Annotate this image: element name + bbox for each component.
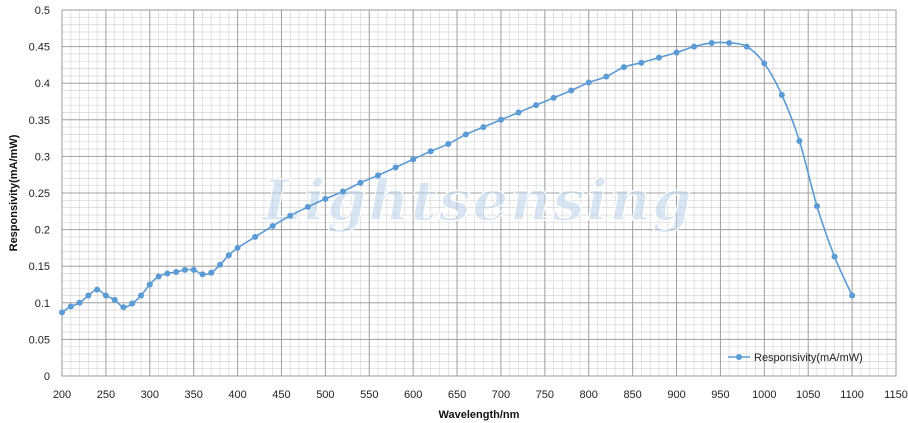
data-point xyxy=(726,39,733,46)
data-point xyxy=(111,296,118,303)
x-tick-label: 200 xyxy=(53,389,71,401)
data-point xyxy=(217,261,224,268)
data-point xyxy=(252,233,259,240)
x-tick-label: 1150 xyxy=(884,389,908,401)
data-point xyxy=(761,60,768,67)
data-point xyxy=(287,212,294,219)
data-point xyxy=(533,102,540,109)
data-point xyxy=(673,49,680,56)
y-tick-label: 0.1 xyxy=(35,298,50,310)
y-tick-label: 0.3 xyxy=(35,151,50,163)
data-point xyxy=(427,148,434,155)
y-tick-label: 0.15 xyxy=(29,261,50,273)
x-tick-label: 350 xyxy=(185,389,203,401)
data-point xyxy=(138,292,145,299)
y-tick-label: 0 xyxy=(44,371,50,383)
data-point xyxy=(304,203,311,210)
data-point xyxy=(445,140,452,147)
data-point xyxy=(849,292,856,299)
y-tick-label: 0.4 xyxy=(35,78,50,90)
y-tick-label: 0.25 xyxy=(29,188,50,200)
data-point xyxy=(102,292,109,299)
data-point xyxy=(59,309,65,316)
y-tick-label: 0.2 xyxy=(35,225,50,237)
data-point xyxy=(225,252,232,259)
plot-area-border xyxy=(61,9,897,377)
x-tick-label: 400 xyxy=(228,389,246,401)
data-point xyxy=(67,303,74,310)
x-tick-label: 900 xyxy=(667,389,685,401)
data-point xyxy=(129,300,136,307)
data-point xyxy=(550,94,557,101)
series-points xyxy=(59,39,856,316)
y-tick-label: 0.05 xyxy=(29,334,50,346)
x-tick-label: 800 xyxy=(580,389,598,401)
data-point xyxy=(120,304,127,311)
data-point xyxy=(691,43,698,50)
x-tick-label: 1100 xyxy=(840,389,864,401)
data-point xyxy=(778,91,785,98)
x-tick-label: 600 xyxy=(404,389,422,401)
legend-marker xyxy=(736,354,742,360)
data-point xyxy=(743,43,750,50)
data-point xyxy=(173,269,180,276)
data-point xyxy=(392,164,399,171)
data-point xyxy=(831,253,838,260)
data-point xyxy=(620,64,627,71)
data-point xyxy=(480,124,487,131)
x-axis-tick-labels: 200 250 300 350 400 450 500 550 600 650 700 750 800 8… xyxy=(53,389,908,401)
x-tick-label: 500 xyxy=(316,389,334,401)
data-point xyxy=(813,203,820,210)
x-tick-label: 250 xyxy=(97,389,115,401)
data-point xyxy=(164,270,171,277)
data-point xyxy=(462,131,469,138)
x-tick-label: 850 xyxy=(623,389,641,401)
data-point xyxy=(568,87,575,94)
y-tick-label: 0.45 xyxy=(29,42,50,54)
data-point xyxy=(603,73,610,80)
data-point xyxy=(515,109,522,116)
x-tick-label: 1000 xyxy=(752,389,776,401)
x-tick-label: 700 xyxy=(492,389,510,401)
data-point xyxy=(208,269,215,276)
x-tick-label: 550 xyxy=(360,389,378,401)
data-point xyxy=(181,266,188,273)
data-point xyxy=(410,156,417,163)
data-point xyxy=(190,266,197,273)
data-point xyxy=(234,244,241,251)
legend-label: Responsivity(mA/mW) xyxy=(754,352,863,364)
x-tick-label: 950 xyxy=(711,389,729,401)
data-point xyxy=(155,273,162,280)
x-tick-label: 450 xyxy=(272,389,290,401)
data-point xyxy=(497,116,504,123)
data-point xyxy=(76,299,83,306)
y-axis-tick-labels: 0 0.05 0.1 0.15 0.2 0.25 0.3 0.35 0.4 0.45 0.5 xyxy=(29,5,50,383)
legend: Responsivity(mA/mW) xyxy=(728,352,863,364)
watermark-text: Lightsensing xyxy=(261,168,694,234)
data-point xyxy=(146,281,153,288)
data-point xyxy=(655,54,662,61)
data-point xyxy=(85,292,92,299)
y-tick-label: 0.5 xyxy=(35,5,50,17)
x-tick-label: 1050 xyxy=(796,389,820,401)
data-point xyxy=(357,179,364,186)
data-point xyxy=(94,286,101,293)
data-point xyxy=(585,79,592,86)
y-tick-label: 0.35 xyxy=(29,115,50,127)
x-axis-title: Wavelength/nm xyxy=(439,409,520,421)
y-axis-title: Responsivity(mA/mW) xyxy=(8,134,20,251)
data-point xyxy=(199,271,206,278)
x-tick-label: 650 xyxy=(448,389,466,401)
data-point xyxy=(375,172,382,179)
data-point xyxy=(322,195,329,202)
data-point xyxy=(339,188,346,195)
data-point xyxy=(638,59,645,66)
data-point xyxy=(708,39,715,46)
x-tick-label: 750 xyxy=(536,389,554,401)
data-point xyxy=(796,138,803,145)
x-tick-label: 300 xyxy=(141,389,159,401)
data-point xyxy=(269,222,276,229)
